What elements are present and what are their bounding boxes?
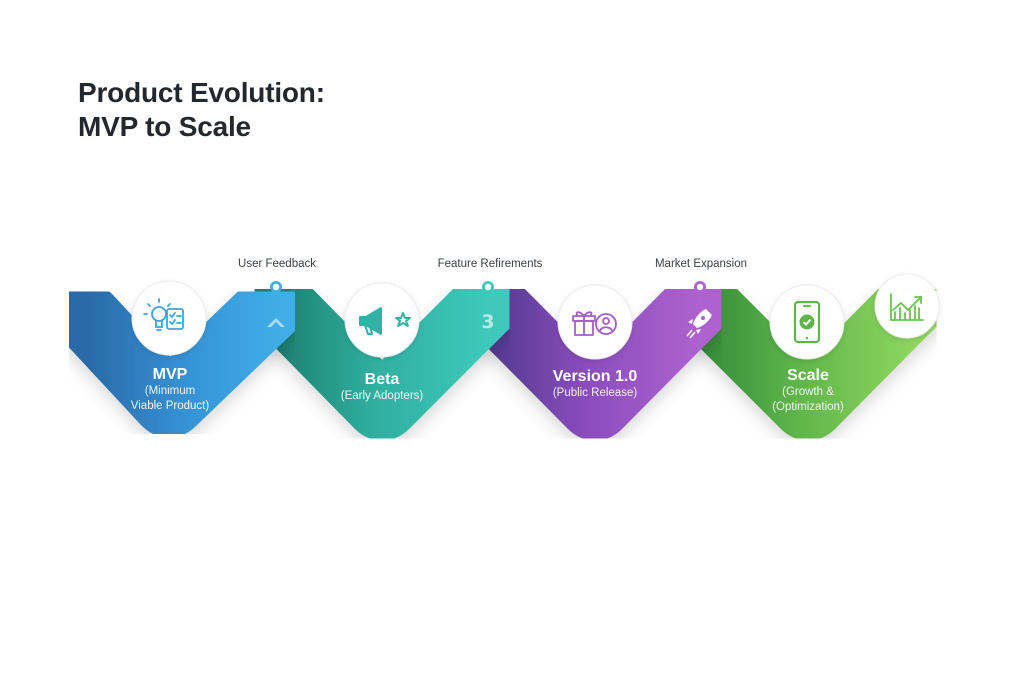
megaphone-star-icon <box>359 307 411 335</box>
page-title: Product Evolution: MVP to Scale <box>78 76 325 144</box>
growth-chart-icon <box>890 293 924 321</box>
title-line-1: Product Evolution: <box>78 77 325 108</box>
svg-text:3: 3 <box>481 311 494 333</box>
number-three-icon: 3 <box>481 311 494 333</box>
chevron-up-icon <box>267 318 285 327</box>
stage-name: Beta <box>364 371 400 388</box>
stage-name: Scale <box>787 367 829 384</box>
pin-market-expansion <box>694 281 706 293</box>
stage-subtitle-1: (Early Adopters) <box>340 390 424 402</box>
transition-label-user-feedback: User Feedback <box>238 258 316 270</box>
stage-subtitle-2: Viable Product) <box>130 400 210 412</box>
ribbon-version-1 <box>454 266 734 441</box>
ribbon-scale <box>666 266 949 441</box>
title-line-2: MVP to Scale <box>78 111 251 142</box>
transition-label-market-expansion: Market Expansion <box>654 258 748 270</box>
lightbulb-checklist-icon <box>143 298 184 331</box>
stage-subtitle-1: (Growth & <box>782 386 834 398</box>
transition-label-feature-refinements: Feature Refirements <box>437 258 543 270</box>
stage-beta: Beta (Early Adopters) <box>341 370 423 404</box>
stage-subtitle-1: (Minimum <box>144 385 196 397</box>
mvp-icon-circle <box>131 280 207 356</box>
stage-name: Version 1.0 <box>552 368 638 385</box>
stage-subtitle-2: (Optimization) <box>772 401 844 413</box>
pin-feature-refinements <box>482 281 494 293</box>
stage-subtitle-1: (Public Release) <box>552 387 638 399</box>
version-icon-circle <box>557 284 633 360</box>
pin-user-feedback <box>270 281 282 293</box>
stage-name: MVP <box>152 366 188 383</box>
end-icon-circle <box>874 273 940 339</box>
gift-user-icon <box>572 311 617 336</box>
stage-scale: Scale (Growth & (Optimization) <box>772 366 844 415</box>
ribbon-mvp <box>54 268 310 438</box>
rocket-icon <box>686 309 712 339</box>
phone-check-icon <box>793 300 821 344</box>
stage-mvp: MVP (Minimum Viable Product) <box>131 365 209 414</box>
stage-version-1: Version 1.0 (Public Release) <box>553 367 638 401</box>
ribbon-beta <box>242 266 522 441</box>
